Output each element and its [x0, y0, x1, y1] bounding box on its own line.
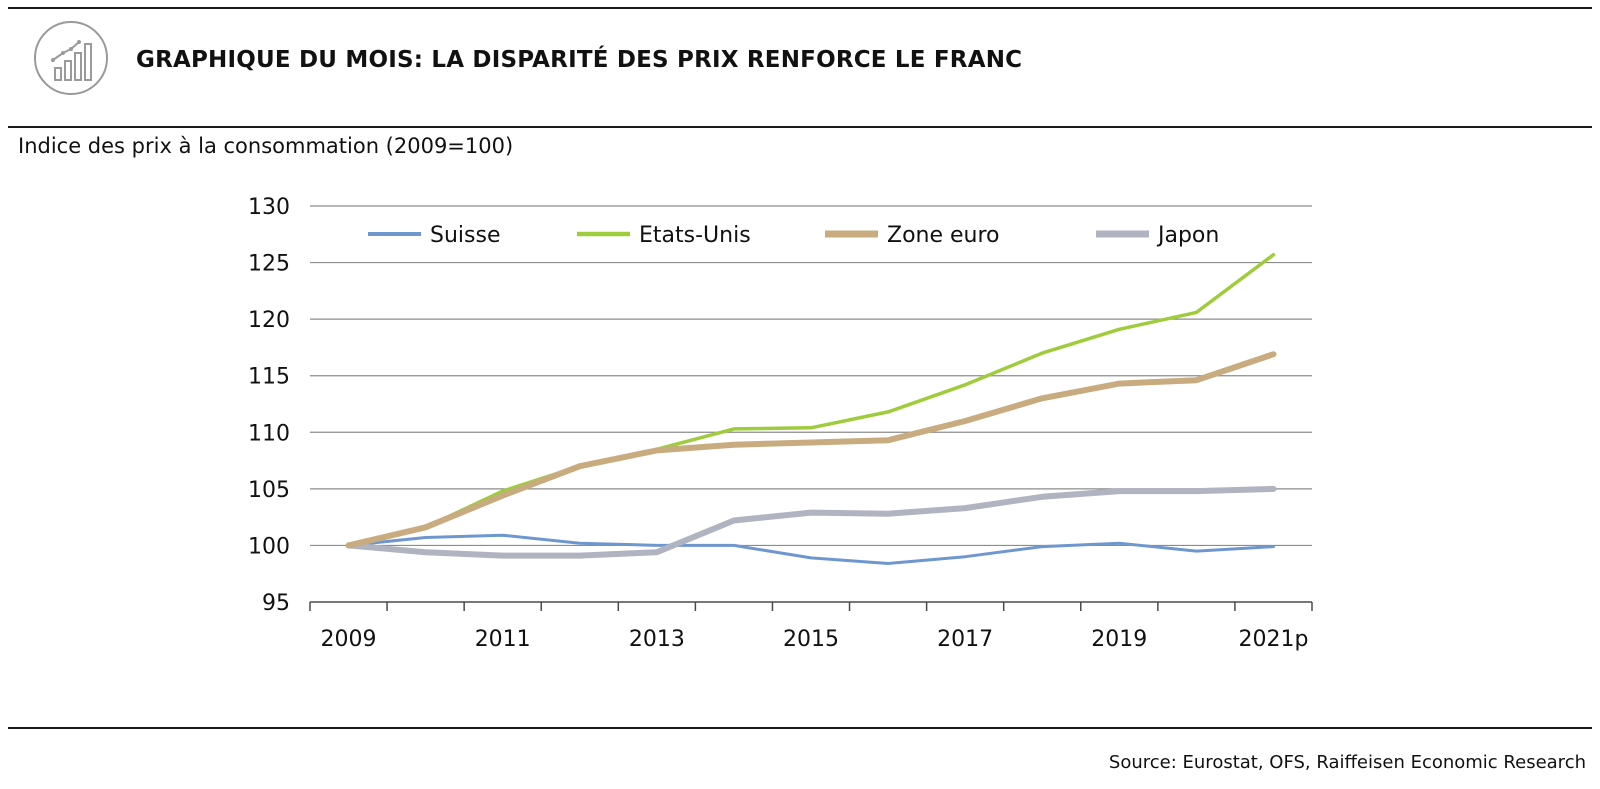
- x-tick-label: 2011: [475, 627, 531, 652]
- source-note: Source: Eurostat, OFS, Raiffeisen Econom…: [1108, 752, 1586, 773]
- legend-label: Japon: [1156, 223, 1219, 248]
- series-lines: [345, 252, 1277, 565]
- y-tick-label: 115: [248, 365, 290, 390]
- gridlines: [310, 205, 1312, 547]
- legend: Suisse Etats-Unis Zone euro Japon: [368, 223, 1219, 248]
- legend-label: Etats-Unis: [639, 223, 751, 248]
- legend-label: Suisse: [430, 223, 500, 248]
- x-tick-label: 2015: [783, 627, 839, 652]
- y-tick-label: 125: [248, 252, 290, 277]
- series-line-suisse: [347, 533, 1275, 565]
- y-tick-label: 120: [248, 308, 290, 333]
- series-line-zone-euro: [345, 351, 1277, 549]
- axes: 95 100 105 110 115 120 125 130 2009 2011 2013 2015 2…: [248, 195, 1313, 652]
- x-tick-label: 2009: [321, 627, 377, 652]
- series-line-japon: [345, 485, 1277, 559]
- top-rule: [8, 7, 1592, 9]
- x-tick-label: 2019: [1091, 627, 1147, 652]
- footer-divider: [8, 727, 1592, 729]
- x-tick-label: 2017: [937, 627, 993, 652]
- x-tick-label: 2013: [629, 627, 685, 652]
- header-divider: [8, 126, 1592, 128]
- chart-subtitle: Indice des prix à la consommation (2009=…: [18, 134, 514, 158]
- bar-chart-growth-icon: [34, 21, 108, 95]
- legend-label: Zone euro: [887, 223, 1000, 248]
- y-tick-label: 95: [262, 591, 290, 616]
- y-tick-label: 130: [248, 195, 290, 220]
- x-tick-label: 2021p: [1238, 627, 1308, 652]
- y-tick-label: 105: [248, 478, 290, 503]
- y-tick-label: 100: [248, 534, 290, 559]
- y-tick-label: 110: [248, 421, 290, 446]
- series-line-etats-unis: [346, 252, 1276, 548]
- page-title: GRAPHIQUE DU MOIS: LA DISPARITÉ DES PRIX…: [136, 47, 1023, 73]
